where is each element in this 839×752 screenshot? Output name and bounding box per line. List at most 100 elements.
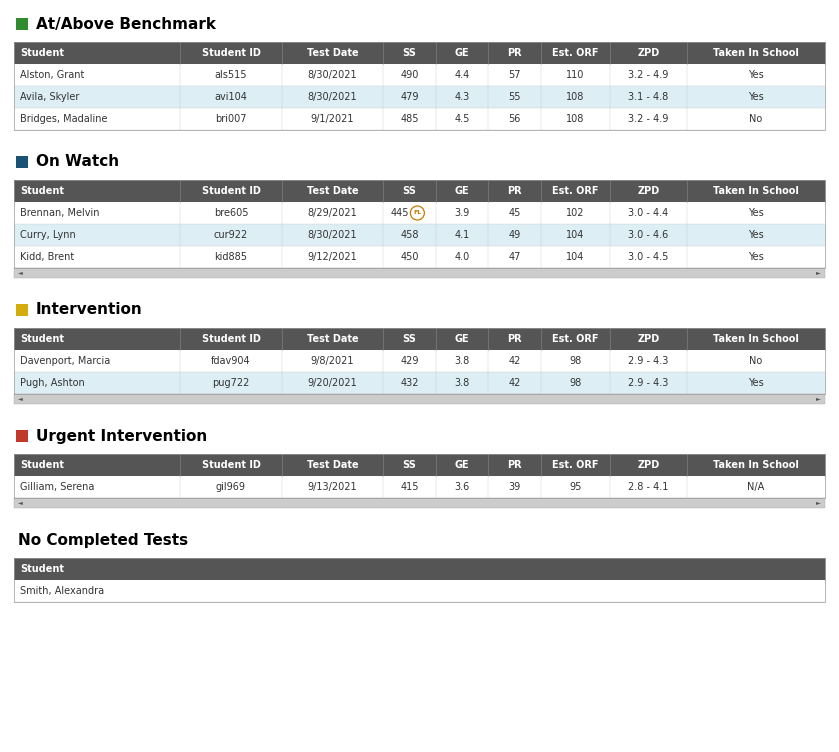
Text: ZPD: ZPD xyxy=(638,460,659,470)
Text: 490: 490 xyxy=(400,70,419,80)
Text: 3.2 - 4.9: 3.2 - 4.9 xyxy=(628,70,669,80)
Text: ZPD: ZPD xyxy=(638,186,659,196)
Text: 98: 98 xyxy=(570,356,581,366)
Text: SS: SS xyxy=(403,186,416,196)
Bar xyxy=(16,156,28,168)
Text: 49: 49 xyxy=(508,230,521,240)
Text: ◄: ◄ xyxy=(18,271,23,275)
Text: 108: 108 xyxy=(566,92,585,102)
Text: Yes: Yes xyxy=(748,378,764,388)
Text: 9/8/2021: 9/8/2021 xyxy=(310,356,354,366)
Text: 479: 479 xyxy=(400,92,419,102)
Text: PR: PR xyxy=(508,48,522,58)
Text: Est. ORF: Est. ORF xyxy=(552,186,599,196)
Text: 4.5: 4.5 xyxy=(455,114,470,124)
Text: No Completed Tests: No Completed Tests xyxy=(18,532,188,547)
Text: 4.1: 4.1 xyxy=(455,230,470,240)
Text: 3.0 - 4.5: 3.0 - 4.5 xyxy=(628,252,669,262)
Text: 9/20/2021: 9/20/2021 xyxy=(307,378,357,388)
Text: PR: PR xyxy=(508,186,522,196)
Text: Taken In School: Taken In School xyxy=(713,334,799,344)
Text: 485: 485 xyxy=(400,114,419,124)
Bar xyxy=(14,558,825,580)
Bar xyxy=(14,328,825,394)
Text: 450: 450 xyxy=(400,252,419,262)
Text: 3.0 - 4.6: 3.0 - 4.6 xyxy=(628,230,669,240)
Text: ZPD: ZPD xyxy=(638,334,659,344)
Text: Est. ORF: Est. ORF xyxy=(552,48,599,58)
Text: avi104: avi104 xyxy=(215,92,248,102)
Text: gil969: gil969 xyxy=(216,482,246,492)
Text: 2.9 - 4.3: 2.9 - 4.3 xyxy=(628,378,669,388)
Text: ◄: ◄ xyxy=(18,396,23,402)
Text: 110: 110 xyxy=(566,70,585,80)
Bar xyxy=(14,180,825,202)
Text: ►: ► xyxy=(816,501,821,505)
Text: PR: PR xyxy=(508,460,522,470)
Bar xyxy=(14,328,825,350)
Text: 8/29/2021: 8/29/2021 xyxy=(307,208,357,218)
Text: 9/1/2021: 9/1/2021 xyxy=(310,114,354,124)
Text: Yes: Yes xyxy=(748,208,764,218)
Text: 42: 42 xyxy=(508,356,521,366)
Text: bre605: bre605 xyxy=(214,208,248,218)
Text: ZPD: ZPD xyxy=(638,48,659,58)
Text: Intervention: Intervention xyxy=(36,302,143,317)
Text: Student ID: Student ID xyxy=(201,186,260,196)
Text: 102: 102 xyxy=(566,208,585,218)
Bar xyxy=(14,350,825,372)
Text: ◄: ◄ xyxy=(18,501,23,505)
Text: pug722: pug722 xyxy=(212,378,250,388)
Bar xyxy=(14,86,825,108)
Text: 3.9: 3.9 xyxy=(455,208,470,218)
Text: No: No xyxy=(749,356,763,366)
Text: 3.0 - 4.4: 3.0 - 4.4 xyxy=(628,208,669,218)
Bar xyxy=(16,18,28,30)
Text: 3.6: 3.6 xyxy=(455,482,470,492)
Text: Taken In School: Taken In School xyxy=(713,460,799,470)
Text: 56: 56 xyxy=(508,114,521,124)
Bar xyxy=(16,430,28,442)
Text: 104: 104 xyxy=(566,230,585,240)
Text: Brennan, Melvin: Brennan, Melvin xyxy=(20,208,100,218)
Bar xyxy=(14,328,825,350)
Text: Student: Student xyxy=(20,460,64,470)
Text: Davenport, Marcia: Davenport, Marcia xyxy=(20,356,110,366)
Text: Alston, Grant: Alston, Grant xyxy=(20,70,85,80)
Text: On Watch: On Watch xyxy=(36,154,119,169)
Text: 429: 429 xyxy=(400,356,419,366)
Text: PR: PR xyxy=(508,334,522,344)
Text: 57: 57 xyxy=(508,70,521,80)
Bar xyxy=(14,394,825,404)
Text: 95: 95 xyxy=(570,482,581,492)
Text: 3.8: 3.8 xyxy=(455,378,470,388)
Text: SS: SS xyxy=(403,460,416,470)
Bar xyxy=(14,558,825,602)
Text: Test Date: Test Date xyxy=(306,48,358,58)
Bar xyxy=(14,180,825,268)
Bar xyxy=(14,580,825,602)
Text: 458: 458 xyxy=(400,230,419,240)
Bar xyxy=(14,202,825,224)
Text: GE: GE xyxy=(455,186,469,196)
Text: als515: als515 xyxy=(215,70,248,80)
Text: 2.9 - 4.3: 2.9 - 4.3 xyxy=(628,356,669,366)
Text: Student ID: Student ID xyxy=(201,460,260,470)
Text: 9/12/2021: 9/12/2021 xyxy=(307,252,357,262)
Text: Yes: Yes xyxy=(748,230,764,240)
Text: 42: 42 xyxy=(508,378,521,388)
Text: Student: Student xyxy=(20,48,64,58)
Bar xyxy=(14,268,825,278)
Text: Test Date: Test Date xyxy=(306,334,358,344)
Bar xyxy=(14,42,825,64)
Text: Smith, Alexandra: Smith, Alexandra xyxy=(20,586,104,596)
Text: Student: Student xyxy=(20,334,64,344)
Text: 98: 98 xyxy=(570,378,581,388)
Text: GE: GE xyxy=(455,48,469,58)
Text: 2.8 - 4.1: 2.8 - 4.1 xyxy=(628,482,669,492)
Text: Kidd, Brent: Kidd, Brent xyxy=(20,252,74,262)
Bar xyxy=(14,454,825,476)
Bar xyxy=(14,64,825,86)
Text: Est. ORF: Est. ORF xyxy=(552,334,599,344)
Text: Student: Student xyxy=(20,564,64,574)
